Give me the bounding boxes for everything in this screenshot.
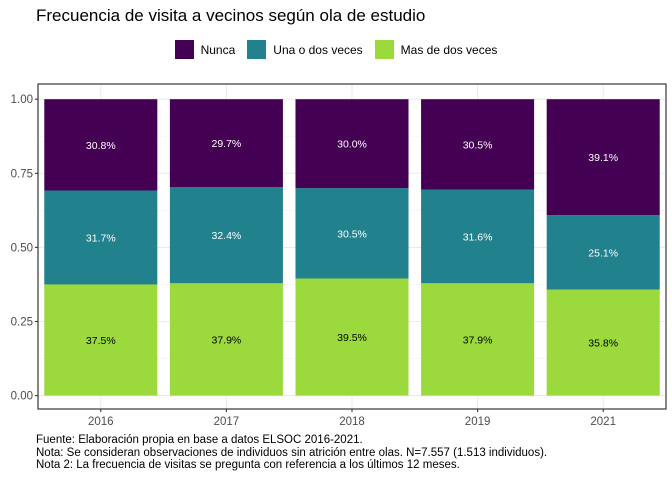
caption-source: Fuente: Elaboración propia en base a dat… xyxy=(36,434,363,446)
data-label: 31.7% xyxy=(86,232,116,244)
bar-una-o-dos-veces-2017 xyxy=(169,187,283,284)
legend-label-nunca: Nunca xyxy=(200,42,236,57)
data-label: 32.4% xyxy=(212,230,242,242)
data-label: 39.1% xyxy=(588,152,618,164)
chart-title: Frecuencia de visita a vecinos según ola… xyxy=(36,6,426,25)
x-tick-label: 2021 xyxy=(590,416,616,428)
x-tick-label: 2018 xyxy=(339,416,365,428)
legend: Nunca Una o dos veces Mas de dos veces xyxy=(0,40,672,59)
bar-nunca-2016 xyxy=(44,99,158,191)
y-tick-label: 0.25 xyxy=(11,317,33,329)
data-label: 37.5% xyxy=(86,335,116,347)
legend-key-mas-de-dos-veces xyxy=(374,40,394,59)
legend-key-nunca xyxy=(174,40,194,59)
y-tick-label: 1.00 xyxy=(11,94,33,106)
bar-mas-de-dos-veces-2021 xyxy=(546,289,660,396)
caption-note-1: Nota: Se consideran observaciones de ind… xyxy=(36,446,548,459)
data-label: 35.8% xyxy=(588,338,618,350)
legend-item-una-o-dos-veces: Una o dos veces xyxy=(247,40,363,59)
data-label: 25.1% xyxy=(588,247,618,259)
data-label: 37.9% xyxy=(463,334,493,346)
bar-una-o-dos-veces-2021 xyxy=(546,215,660,290)
bar-mas-de-dos-veces-2019 xyxy=(421,283,535,396)
legend-label-mas-de-dos-veces: Mas de dos veces xyxy=(400,42,498,57)
y-tick-label: 0.50 xyxy=(11,242,33,254)
legend-item-nunca: Nunca xyxy=(174,40,236,59)
data-label: 30.5% xyxy=(463,139,493,151)
bar-nunca-2018 xyxy=(295,99,409,189)
bar-mas-de-dos-veces-2018 xyxy=(295,278,409,396)
bar-nunca-2021 xyxy=(546,99,660,216)
legend-label-una-o-dos-veces: Una o dos veces xyxy=(273,42,363,57)
x-tick-label: 2019 xyxy=(465,416,491,428)
y-tick-label: 0.75 xyxy=(11,168,33,180)
legend-item-mas-de-dos-veces: Mas de dos veces xyxy=(374,40,498,59)
bar-una-o-dos-veces-2018 xyxy=(295,188,409,279)
data-label: 39.5% xyxy=(337,332,367,344)
data-label: 30.0% xyxy=(337,139,367,151)
data-label: 31.6% xyxy=(463,231,493,243)
caption-note-2: Nota 2: La frecuencia de visitas se preg… xyxy=(36,459,460,471)
bar-mas-de-dos-veces-2016 xyxy=(44,284,158,396)
legend-key-una-o-dos-veces xyxy=(247,40,267,59)
bar-una-o-dos-veces-2016 xyxy=(44,190,158,285)
bar-nunca-2019 xyxy=(421,99,535,190)
data-label: 29.7% xyxy=(212,138,242,150)
caption: Fuente: Elaboración propia en base a dat… xyxy=(36,434,547,472)
data-label: 37.9% xyxy=(212,334,242,346)
data-label: 30.8% xyxy=(86,140,116,152)
data-label: 30.5% xyxy=(337,228,367,240)
bar-una-o-dos-veces-2019 xyxy=(421,189,535,284)
x-tick-label: 2016 xyxy=(88,416,114,428)
bar-mas-de-dos-veces-2017 xyxy=(169,283,283,396)
bar-nunca-2017 xyxy=(169,99,283,188)
y-tick-label: 0.00 xyxy=(11,391,33,403)
x-tick-label: 2017 xyxy=(214,416,240,428)
